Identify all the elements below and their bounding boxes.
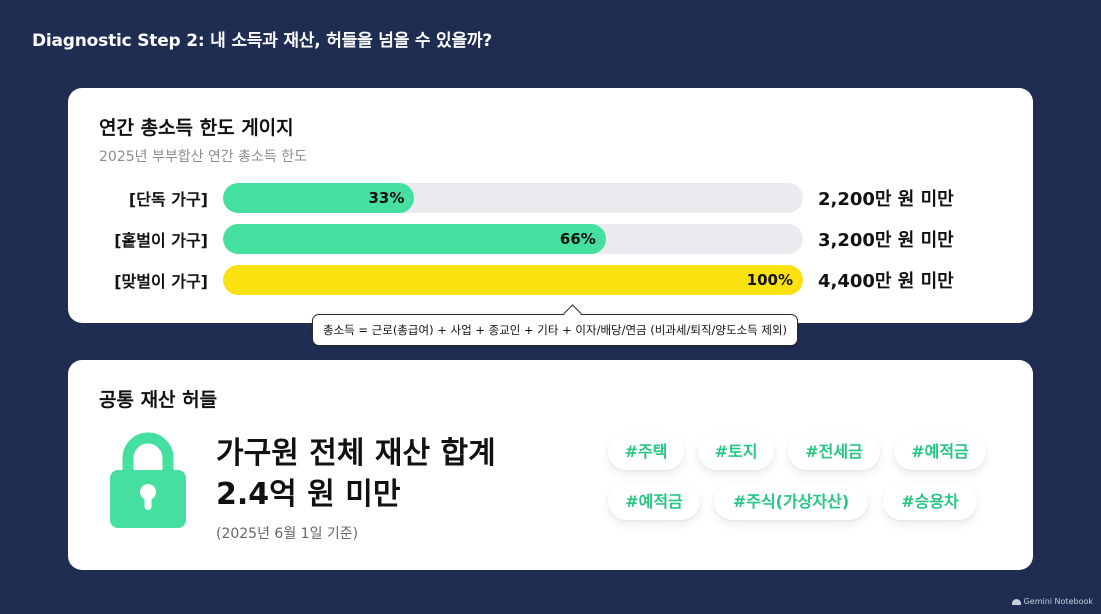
income-formula-tooltip: 총소득 = 근로(총급여) + 사업 + 종교인 + 기타 + 이자/배당/연금…: [312, 304, 799, 346]
gauge-row-single: [단독 가구] 33% 2,200만 원 미만: [68, 183, 1033, 213]
gauge-percent: 33%: [368, 189, 405, 207]
watermark: Gemini Notebook: [1011, 597, 1093, 606]
gauge-percent: 100%: [746, 271, 793, 289]
gauge-limit: 4,400만 원 미만: [818, 271, 954, 292]
asset-hurdle-card: 공통 재산 허들 가구원 전체 재산 합계 2.4억 원 미만 (2025년 6…: [68, 360, 1033, 570]
asset-total-line2: 2.4억 원 미만: [216, 477, 401, 512]
income-limit-card: 연간 총소득 한도 게이지 2025년 부부합산 연간 총소득 한도 [단독 가…: [68, 88, 1033, 346]
income-card-title: 연간 총소득 한도 게이지: [99, 117, 294, 139]
gauge-percent: 66%: [559, 230, 596, 248]
asset-date-note: (2025년 6월 1일 기준): [216, 526, 359, 542]
tooltip-text: 총소득 = 근로(총급여) + 사업 + 종교인 + 기타 + 이자/배당/연금…: [323, 323, 788, 337]
tag-jeonse: #전세금: [788, 434, 880, 470]
tooltip-arrow: [563, 304, 582, 323]
gauge-track: 66%: [223, 224, 803, 254]
watermark-text: Gemini Notebook: [1023, 597, 1093, 606]
gauge-track: 100%: [223, 265, 803, 295]
income-card-subtitle: 2025년 부부합산 연간 총소득 한도: [99, 149, 307, 165]
gauge-limit: 2,200만 원 미만: [818, 189, 954, 210]
gauge-fill: 66%: [223, 224, 606, 254]
page-title: Diagnostic Step 2: 내 소득과 재산, 허들을 넘을 수 있을…: [32, 31, 492, 51]
asset-total-heading: 가구원 전체 재산 합계 2.4억 원 미만: [216, 433, 496, 515]
gauge-label: [맞벌이 가구]: [114, 272, 208, 291]
gauge-limit: 3,200만 원 미만: [818, 230, 954, 251]
gauge-row-single-earner: [홑벌이 가구] 66% 3,200만 원 미만: [68, 224, 1033, 254]
lock-icon: [110, 432, 186, 528]
tag-land: #토지: [698, 434, 774, 470]
tag-savings: #예적금: [894, 434, 986, 470]
tag-stocks: #주식(가상자산): [714, 484, 868, 520]
asset-total-line1: 가구원 전체 재산 합계: [216, 436, 496, 471]
gauge-fill: 100%: [223, 265, 803, 295]
tag-car: #승용차: [883, 484, 977, 520]
gauge-row-dual-earner: [맞벌이 가구] 100% 4,400만 원 미만: [68, 265, 1033, 295]
tag-housing: #주택: [608, 434, 684, 470]
gauge-label: [홑벌이 가구]: [114, 231, 208, 250]
gauge-track: 33%: [223, 183, 803, 213]
gauge-fill: 33%: [223, 183, 415, 213]
gauge-label: [단독 가구]: [128, 190, 208, 209]
gemini-notebook-icon: [1011, 598, 1021, 605]
tag-savings-2: #예적금: [608, 484, 700, 520]
asset-card-title: 공통 재산 허들: [99, 389, 218, 411]
